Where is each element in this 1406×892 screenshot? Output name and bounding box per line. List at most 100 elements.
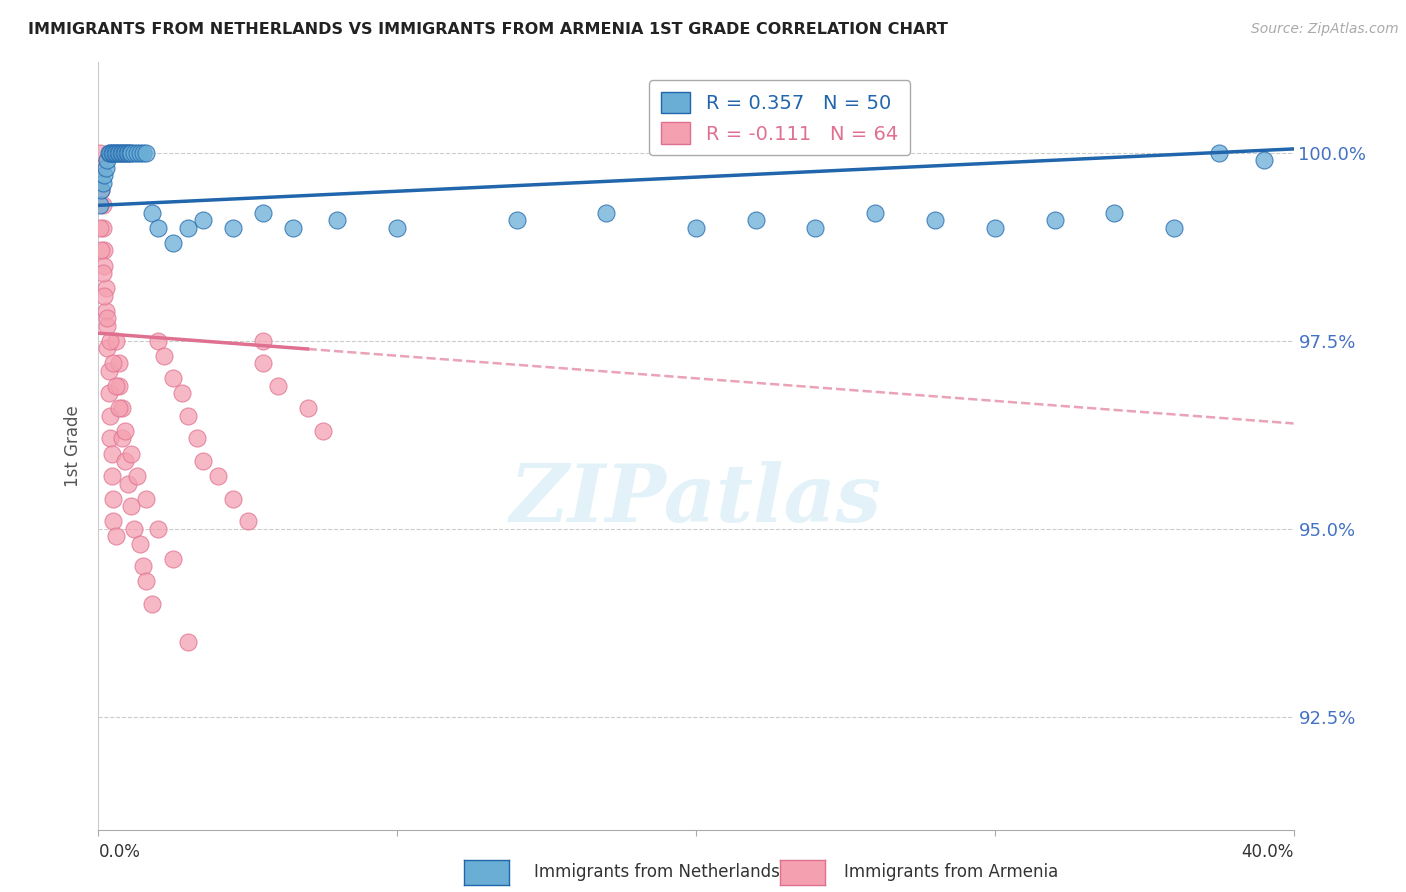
Text: 0.0%: 0.0% [98, 843, 141, 861]
Point [148, 334, 170, 348]
Point [91, 220, 114, 235]
Point [984, 220, 1007, 235]
Point [114, 145, 136, 160]
Point [745, 213, 768, 227]
Point [111, 145, 134, 160]
Point [89, 198, 111, 212]
Point [172, 386, 194, 401]
Text: Source: ZipAtlas.com: Source: ZipAtlas.com [1251, 22, 1399, 37]
Point [97, 386, 120, 401]
Point [94, 161, 117, 175]
Point [108, 379, 131, 393]
Text: Immigrants from Armenia: Immigrants from Armenia [844, 863, 1057, 881]
Point [93, 259, 115, 273]
Point [108, 145, 131, 160]
Point [148, 220, 170, 235]
Point [252, 334, 274, 348]
Point [98, 432, 122, 446]
Point [103, 491, 125, 506]
Point [96, 153, 118, 168]
Point [91, 198, 114, 212]
Point [865, 206, 887, 220]
Y-axis label: 1st Grade: 1st Grade [65, 405, 83, 487]
Point [222, 220, 245, 235]
Point [96, 311, 118, 326]
Point [114, 454, 136, 468]
Point [177, 220, 200, 235]
Point [124, 522, 146, 536]
Point [127, 145, 149, 160]
Point [96, 341, 118, 355]
Point [132, 559, 155, 574]
Point [108, 356, 131, 370]
Point [117, 476, 139, 491]
Point [90, 183, 112, 197]
Point [222, 491, 245, 506]
Point [96, 318, 118, 333]
Point [129, 537, 152, 551]
Point [162, 551, 184, 566]
Point [191, 454, 214, 468]
Point [115, 145, 138, 160]
Point [153, 349, 176, 363]
Point [91, 176, 114, 190]
Point [105, 334, 128, 348]
Point [97, 145, 120, 160]
Point [191, 213, 214, 227]
Point [311, 424, 333, 438]
Point [90, 183, 112, 197]
Text: IMMIGRANTS FROM NETHERLANDS VS IMMIGRANTS FROM ARMENIA 1ST GRADE CORRELATION CHA: IMMIGRANTS FROM NETHERLANDS VS IMMIGRANT… [28, 22, 948, 37]
Legend: R = 0.357   N = 50, R = -0.111   N = 64: R = 0.357 N = 50, R = -0.111 N = 64 [650, 79, 910, 155]
Point [93, 168, 115, 182]
Point [91, 266, 114, 280]
Point [186, 432, 208, 446]
Point [1208, 145, 1230, 160]
Point [98, 409, 122, 423]
Point [804, 220, 827, 235]
Point [105, 529, 128, 543]
Text: 40.0%: 40.0% [1241, 843, 1294, 861]
Point [101, 469, 124, 483]
Point [924, 213, 946, 227]
Point [141, 597, 163, 611]
Point [118, 145, 141, 160]
Point [1163, 220, 1185, 235]
Point [90, 161, 112, 175]
Point [93, 288, 115, 302]
Text: Immigrants from Netherlands: Immigrants from Netherlands [534, 863, 780, 881]
Point [114, 424, 136, 438]
Point [124, 145, 146, 160]
Text: ZIPatlas: ZIPatlas [510, 461, 882, 539]
Point [94, 303, 117, 318]
Point [120, 446, 142, 460]
Point [111, 401, 134, 416]
Point [281, 220, 304, 235]
Point [89, 220, 111, 235]
Point [127, 469, 149, 483]
Point [97, 364, 120, 378]
Point [105, 145, 128, 160]
Point [89, 145, 111, 160]
Point [141, 206, 163, 220]
Point [90, 244, 112, 258]
Point [112, 145, 135, 160]
Point [148, 522, 170, 536]
Point [103, 145, 125, 160]
Point [506, 213, 529, 227]
Point [162, 235, 184, 250]
Point [120, 145, 142, 160]
Point [177, 634, 200, 648]
Point [105, 379, 128, 393]
Point [135, 574, 157, 589]
Point [104, 145, 127, 160]
Point [162, 371, 184, 385]
Point [1104, 206, 1126, 220]
Point [101, 446, 124, 460]
Point [135, 491, 157, 506]
Point [252, 206, 274, 220]
Point [98, 334, 122, 348]
Point [252, 356, 274, 370]
Point [117, 145, 139, 160]
Point [103, 514, 125, 528]
Point [1043, 213, 1066, 227]
